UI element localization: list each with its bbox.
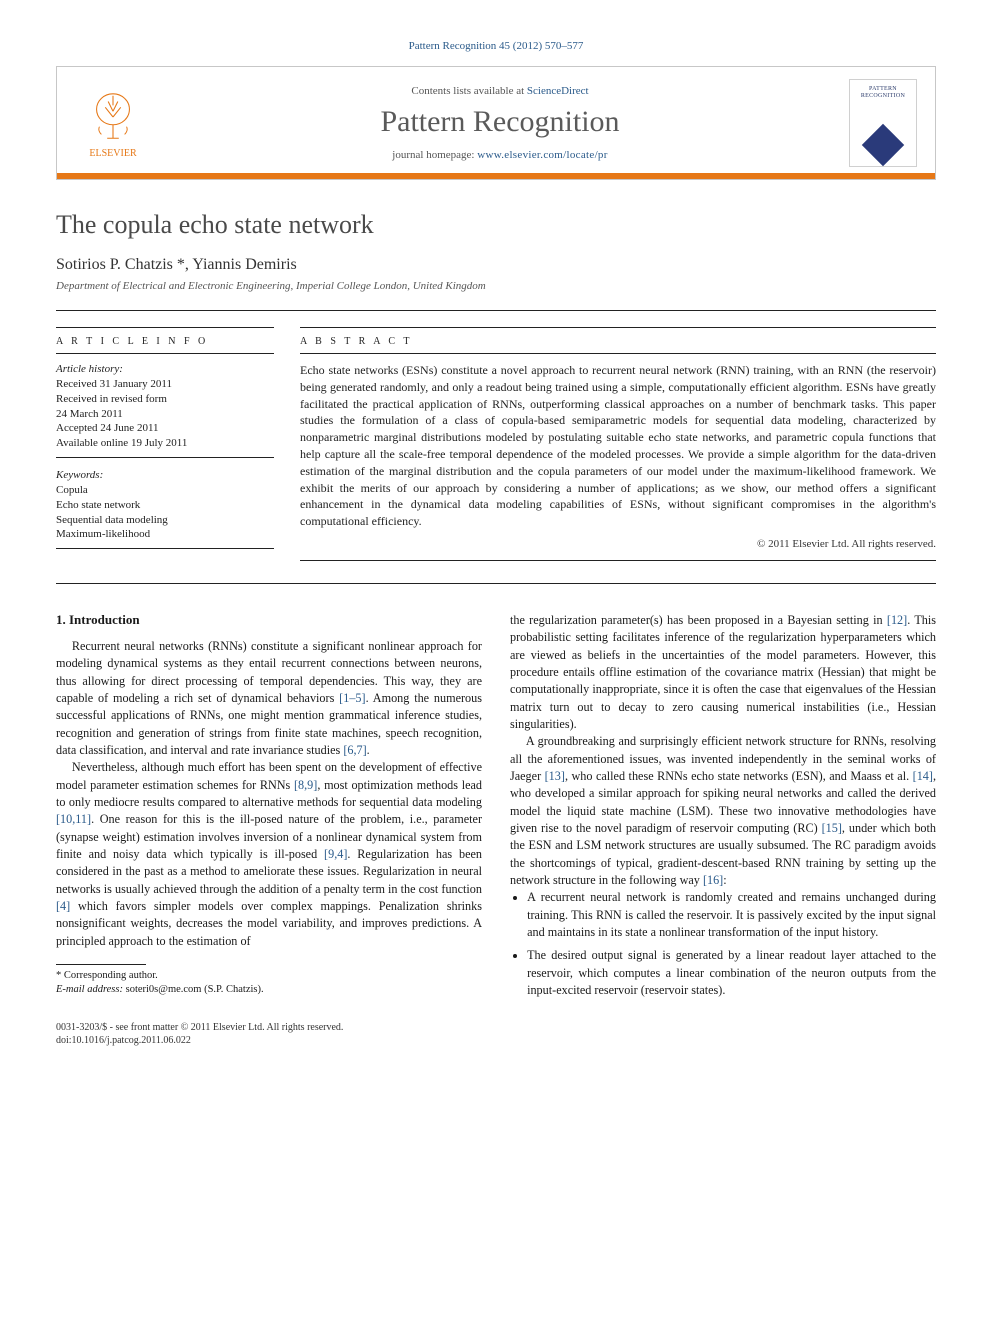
body-two-column: 1. Introduction Recurrent neural network… [56,612,936,1001]
author-list: Sotirios P. Chatzis *, Yiannis Demiris [56,256,936,274]
keyword: Sequential data modeling [56,513,274,528]
citation-link[interactable]: [14] [913,769,933,783]
mid-rule [56,583,936,584]
revised-date-2: 24 March 2011 [56,407,274,422]
journal-name: Pattern Recognition [151,105,849,139]
journal-homepage-line: journal homepage: www.elsevier.com/locat… [151,149,849,161]
elsevier-wordmark: ELSEVIER [89,148,136,159]
footnote-separator [56,964,146,965]
contents-available-line: Contents lists available at ScienceDirec… [151,85,849,97]
rc-bullet-1: A recurrent neural network is randomly c… [527,889,936,941]
journal-cover-thumb: PATTERN RECOGNITION [849,79,917,167]
elsevier-logo: ELSEVIER [75,88,151,159]
keyword: Echo state network [56,498,274,513]
rc-bullet-2: The desired output signal is generated b… [527,947,936,999]
abstract-column: A B S T R A C T Echo state networks (ESN… [300,321,936,561]
abstract-heading: A B S T R A C T [300,336,936,347]
online-date: Available online 19 July 2011 [56,436,274,451]
journal-homepage-link[interactable]: www.elsevier.com/locate/pr [477,149,608,161]
elsevier-tree-icon [84,88,142,146]
corresponding-author-footnote: * Corresponding author. E-mail address: … [56,969,482,996]
journal-header: ELSEVIER Contents lists available at Sci… [56,66,936,180]
journal-cover-icon [862,124,904,166]
author-affiliation: Department of Electrical and Electronic … [56,280,936,292]
article-title: The copula echo state network [56,210,936,240]
citation-link[interactable]: [1–5] [339,691,365,705]
page-footer: 0031-3203/$ - see front matter © 2011 El… [56,1021,936,1047]
running-citation: Pattern Recognition 45 (2012) 570–577 [56,40,936,52]
citation-link[interactable]: [8,9] [294,778,317,792]
accepted-date: Accepted 24 June 2011 [56,421,274,436]
footer-doi: doi:10.1016/j.patcog.2011.06.022 [56,1034,936,1047]
sciencedirect-link[interactable]: ScienceDirect [527,85,589,97]
citation-link[interactable]: [9,4] [324,847,347,861]
journal-cover-title: PATTERN RECOGNITION [850,86,916,99]
intro-paragraph-4: A groundbreaking and surprisingly effici… [510,733,936,889]
citation-link[interactable]: [10,11] [56,812,91,826]
intro-paragraph-1: Recurrent neural networks (RNNs) constit… [56,638,482,759]
abstract-text: Echo state networks (ESNs) constitute a … [300,362,936,530]
keyword: Maximum-likelihood [56,527,274,542]
abstract-copyright: © 2011 Elsevier Ltd. All rights reserved… [300,538,936,550]
citation-link[interactable]: [12] [887,613,907,627]
header-accent-bar [57,173,935,179]
author-email: soteri0s@me.com (S.P. Chatzis). [126,984,264,995]
citation-link[interactable]: [13] [545,769,565,783]
article-info-heading: A R T I C L E I N F O [56,336,274,347]
citation-link[interactable]: [16] [703,873,723,887]
top-rule [56,310,936,311]
keyword: Copula [56,483,274,498]
section-1-heading: 1. Introduction [56,612,482,628]
citation-link[interactable]: [6,7] [343,743,366,757]
rc-bullet-list: A recurrent neural network is randomly c… [510,889,936,999]
keywords-head: Keywords: [56,468,274,483]
intro-paragraph-3: the regularization parameter(s) has been… [510,612,936,733]
footer-issn: 0031-3203/$ - see front matter © 2011 El… [56,1021,936,1034]
revised-date-1: Received in revised form [56,392,274,407]
article-history-head: Article history: [56,362,274,377]
received-date: Received 31 January 2011 [56,377,274,392]
article-info-column: A R T I C L E I N F O Article history: R… [56,321,274,561]
citation-link[interactable]: [15] [822,821,842,835]
intro-paragraph-2: Nevertheless, although much effort has b… [56,759,482,950]
citation-link[interactable]: [4] [56,899,70,913]
